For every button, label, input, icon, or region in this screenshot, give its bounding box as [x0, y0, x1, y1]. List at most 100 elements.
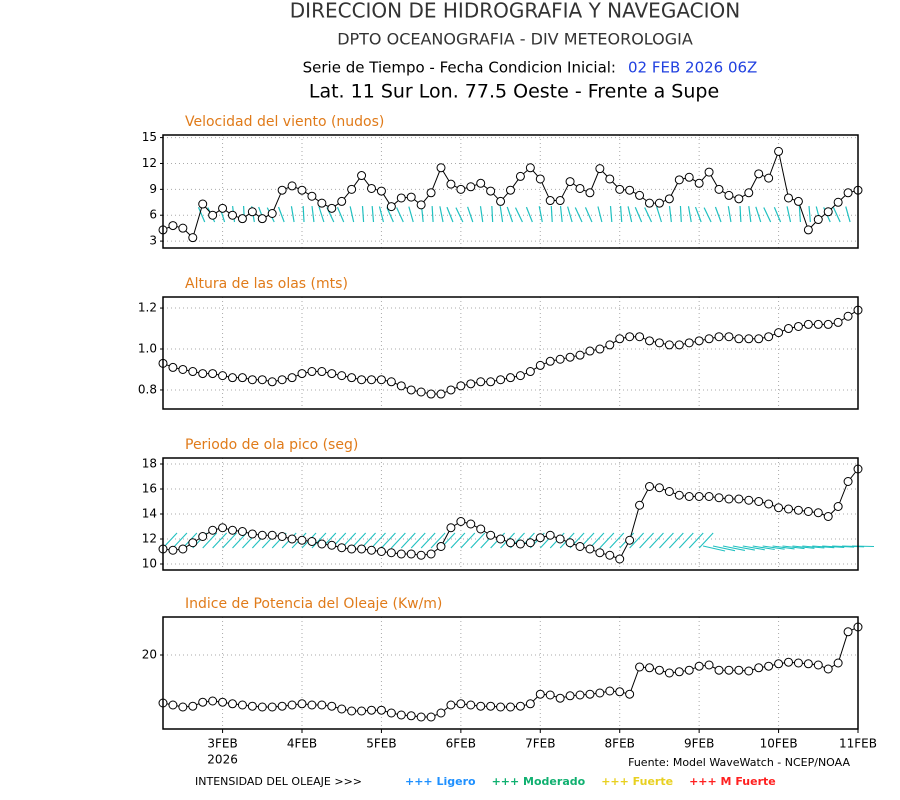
wave-arrow	[381, 532, 396, 549]
wave-arrow	[792, 545, 815, 549]
wind-arrow	[634, 207, 643, 223]
data-point	[674, 490, 684, 500]
data-point	[247, 701, 257, 711]
wind-arrow	[739, 205, 742, 223]
data-point	[337, 371, 347, 381]
data-point	[168, 545, 178, 555]
data-point	[218, 371, 228, 381]
data-point	[684, 172, 694, 182]
data-point	[436, 389, 446, 399]
legend-entry: +++ Moderado	[492, 775, 586, 788]
wave-arrow	[851, 545, 875, 548]
data-point	[247, 207, 257, 217]
wave-arrow	[460, 532, 476, 549]
wave-arrow	[390, 532, 406, 549]
data-point	[277, 185, 287, 195]
data-point	[426, 188, 436, 198]
data-point	[406, 385, 416, 395]
wind-arrow	[559, 206, 563, 223]
data-point	[803, 659, 813, 669]
data-point	[297, 369, 307, 379]
data-point	[506, 538, 515, 548]
wave-arrow	[420, 532, 436, 549]
data-point	[704, 660, 714, 670]
data-point	[426, 712, 436, 722]
data-point	[645, 482, 654, 491]
wind-arrow	[318, 206, 325, 223]
data-point	[506, 185, 515, 195]
data-point	[376, 186, 386, 196]
data-point	[406, 192, 416, 202]
data-point	[188, 538, 198, 548]
wind-arrow	[455, 207, 464, 223]
data-point	[664, 194, 674, 204]
data-point	[426, 549, 436, 559]
data-point	[843, 188, 853, 198]
data-point	[506, 373, 515, 383]
data-point	[496, 196, 506, 206]
data-point	[416, 387, 426, 397]
data-point	[456, 381, 466, 391]
data-point	[545, 690, 555, 700]
data-point	[257, 530, 267, 540]
wind-arrow	[439, 206, 444, 223]
data-point	[605, 550, 615, 560]
data-point	[774, 146, 784, 156]
wind-arrow	[197, 207, 206, 223]
y-tick-label: 1.0	[138, 342, 157, 356]
wind-arrow	[386, 207, 394, 223]
data-point	[178, 702, 188, 712]
data-point	[257, 702, 267, 712]
data-point	[724, 190, 734, 200]
wind-arrow	[620, 205, 623, 223]
wave-arrow	[410, 532, 426, 549]
wind-arrow	[277, 206, 285, 223]
data-point	[694, 661, 704, 671]
data-point	[208, 210, 218, 220]
legend-entry: +++ M Fuerte	[689, 775, 776, 788]
data-point	[307, 367, 317, 377]
data-point	[208, 369, 218, 379]
data-point	[803, 507, 813, 516]
data-point	[347, 544, 357, 554]
data-point	[645, 198, 654, 208]
data-point	[714, 665, 724, 675]
y-tick-label: 12	[142, 156, 157, 170]
wind-arrow	[446, 206, 454, 223]
data-point	[575, 183, 585, 193]
data-point	[625, 332, 635, 342]
wind-arrow	[349, 206, 355, 223]
data-point	[724, 665, 734, 675]
wind-arrow	[832, 207, 841, 223]
data-point	[833, 502, 843, 511]
data-point	[714, 493, 724, 503]
y-tick-label: 10	[142, 557, 157, 571]
data-point	[337, 704, 347, 714]
data-point	[228, 699, 237, 709]
data-point	[297, 699, 307, 709]
wind-arrow	[538, 206, 543, 223]
data-point	[307, 191, 317, 201]
data-point	[257, 214, 267, 224]
wave-arrow	[668, 532, 684, 549]
data-point	[515, 171, 525, 181]
data-point	[724, 494, 734, 504]
data-point	[555, 534, 565, 544]
legend-entry: +++ Fuerte	[601, 775, 673, 788]
data-point	[674, 340, 684, 350]
wave-arrow	[678, 532, 694, 549]
wind-arrow	[574, 207, 583, 223]
data-point	[645, 336, 654, 346]
wind-arrow	[361, 205, 365, 223]
y-tick-label: 16	[142, 482, 157, 496]
data-point	[813, 508, 823, 518]
data-point	[664, 487, 674, 496]
data-point	[515, 701, 525, 711]
data-point	[754, 334, 764, 344]
legend-entry: +++ Ligero	[405, 775, 476, 788]
y-tick-label: 1.2	[138, 301, 157, 315]
data-point	[247, 375, 257, 385]
x-year-label: 2026	[207, 753, 238, 767]
data-point	[376, 547, 386, 556]
wind-arrow	[396, 207, 404, 223]
